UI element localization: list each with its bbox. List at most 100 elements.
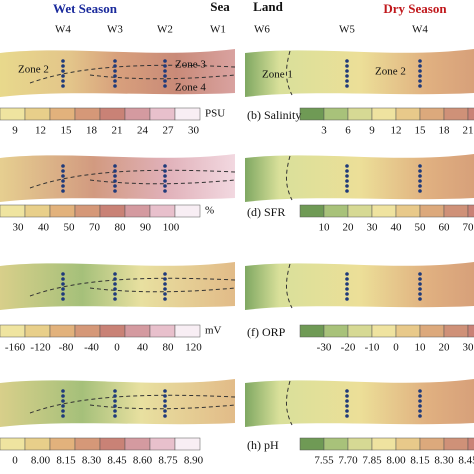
sample-point: [345, 277, 349, 281]
sample-point: [113, 179, 117, 183]
panel-label: (b) Salinity: [247, 108, 301, 122]
colorbar-cell: [419, 437, 445, 451]
colorbar-cell: [99, 107, 126, 121]
boundary: [286, 380, 293, 426]
sample-point: [61, 169, 65, 173]
sample-point: [61, 272, 65, 276]
sample-point: [345, 287, 349, 291]
colorbar-cell: [443, 204, 469, 218]
zone-label: Zone 2: [18, 64, 49, 76]
sample-point: [163, 169, 167, 173]
colorbar-cell: [99, 204, 126, 218]
boundary: [286, 263, 293, 309]
colorbar-tick-label: 0: [114, 342, 120, 354]
colorbar-tick-label: 8.45: [458, 455, 474, 467]
sample-point: [345, 189, 349, 193]
sample-point: [345, 169, 349, 173]
sample-point: [61, 74, 65, 78]
sample-point: [163, 79, 167, 83]
colorbar-tick-label: 40: [38, 222, 50, 234]
sample-point: [418, 272, 422, 276]
sea-label: Sea: [210, 0, 230, 14]
colorbar-tick-label: 21: [463, 125, 474, 137]
colorbar-cell: [24, 324, 51, 338]
sample-point: [113, 394, 117, 398]
colorbar-tick-label: 8.45: [107, 455, 127, 467]
boundary: [286, 155, 293, 201]
colorbar-cell: [149, 204, 176, 218]
panel-label: (h) pH: [247, 438, 279, 452]
colorbar-cell: [174, 107, 201, 121]
sample-point: [418, 409, 422, 413]
colorbar-tick-label: 24: [137, 125, 149, 137]
colorbar-cell: [419, 107, 445, 121]
colorbar-tick-label: 30: [13, 222, 25, 234]
colorbar-cell: [124, 324, 151, 338]
colorbar-tick-label: 9: [12, 125, 18, 137]
colorbar-cell: [49, 324, 76, 338]
colorbar-tick-label: 10: [319, 222, 331, 234]
sample-point: [113, 414, 117, 418]
colorbar-cell: [299, 437, 325, 451]
colorbar-tick-label: 10: [415, 342, 427, 354]
colorbar-cell: [467, 324, 474, 338]
sample-point: [345, 69, 349, 73]
sample-point: [345, 164, 349, 168]
colorbar-tick-label: 6: [345, 125, 351, 137]
colorbar-cell: [49, 437, 76, 451]
sample-point: [113, 169, 117, 173]
colorbar-tick-label: 8.60: [133, 455, 153, 467]
colorbar-tick-label: 12: [391, 125, 402, 137]
sample-point: [418, 164, 422, 168]
colorbar-cell: [323, 107, 349, 121]
colorbar-cell: [419, 204, 445, 218]
boundary: [29, 277, 236, 297]
sample-point: [418, 79, 422, 83]
sample-point: [163, 414, 167, 418]
sample-point: [113, 277, 117, 281]
map-left: [0, 262, 235, 310]
sample-point: [418, 297, 422, 301]
colorbar-tick-label: -30: [317, 342, 332, 354]
well-label: W3: [107, 24, 123, 36]
map-right: [245, 379, 474, 427]
sample-point: [163, 69, 167, 73]
sample-point: [61, 277, 65, 281]
sample-point: [345, 414, 349, 418]
colorbar-cell: [0, 324, 26, 338]
sample-point: [61, 282, 65, 286]
well-label: W2: [157, 24, 173, 36]
colorbar-cell: [49, 204, 76, 218]
colorbar-cell: [323, 324, 349, 338]
colorbar-cell: [467, 437, 474, 451]
sample-point: [163, 389, 167, 393]
sample-point: [163, 297, 167, 301]
colorbar-cell: [124, 107, 151, 121]
well-label: W1: [210, 24, 226, 36]
land-label: Land: [253, 0, 283, 14]
colorbar-tick-label: -20: [341, 342, 356, 354]
boundary: [286, 50, 293, 96]
zone-label: Zone 2: [375, 66, 406, 78]
colorbar-tick-label: 60: [439, 222, 451, 234]
sample-point: [418, 189, 422, 193]
sample-point: [163, 189, 167, 193]
sample-point: [418, 287, 422, 291]
colorbar-tick-label: 8.00: [31, 455, 51, 467]
sample-point: [113, 174, 117, 178]
sample-point: [113, 272, 117, 276]
colorbar-tick-label: 120: [185, 342, 202, 354]
sample-point: [163, 164, 167, 168]
sample-point: [113, 84, 117, 88]
colorbar-cell: [347, 204, 373, 218]
colorbar-tick-label: 15: [61, 125, 73, 137]
sample-point: [61, 184, 65, 188]
colorbar-tick-label: 15: [415, 125, 427, 137]
colorbar-cell: [74, 324, 101, 338]
sample-point: [345, 292, 349, 296]
sample-point: [113, 59, 117, 63]
colorbar-tick-label: 50: [415, 222, 427, 234]
sample-point: [163, 74, 167, 78]
colorbar-cell: [347, 324, 373, 338]
sample-point: [345, 84, 349, 88]
